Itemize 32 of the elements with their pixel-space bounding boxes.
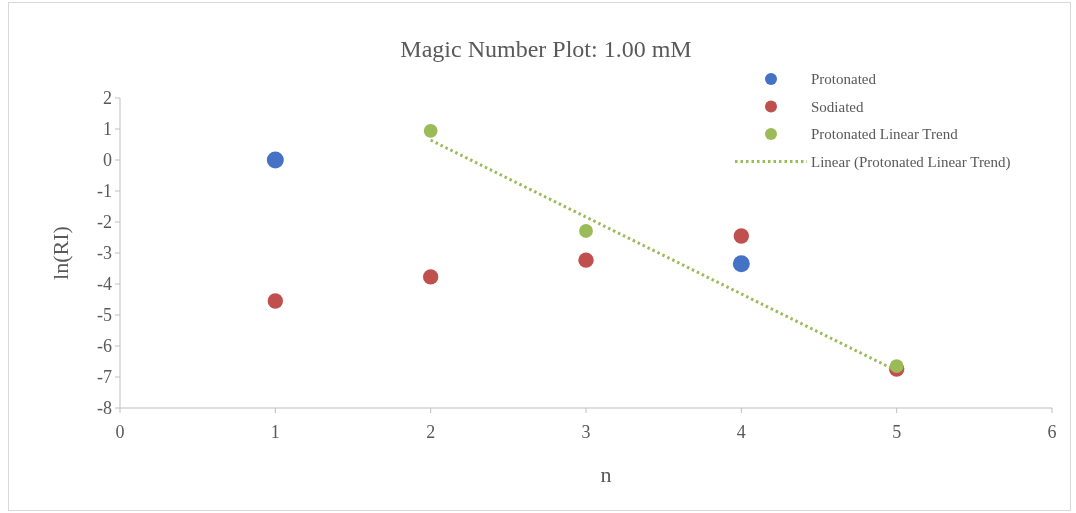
x-tick-label: 4 xyxy=(736,422,746,442)
x-tick-label: 1 xyxy=(270,422,280,442)
x-tick-label: 3 xyxy=(581,422,591,442)
point xyxy=(266,151,284,169)
point xyxy=(732,255,750,273)
y-tick-label: 0 xyxy=(103,150,112,170)
y-tick-label: 2 xyxy=(103,88,112,108)
point xyxy=(579,224,593,238)
x-tick-label: 2 xyxy=(426,422,436,442)
x-tick-label: 6 xyxy=(1047,422,1057,442)
point xyxy=(733,228,750,244)
y-tick-label: -8 xyxy=(97,398,112,418)
y-tick-label: -5 xyxy=(97,305,112,325)
y-axis-title: ln(RI) xyxy=(48,226,73,280)
legend-label: Linear (Protonated Linear Trend) xyxy=(811,153,1011,171)
y-tick-label: -6 xyxy=(97,336,112,356)
point xyxy=(578,252,594,268)
legend-label: Protonated Linear Trend xyxy=(811,126,959,142)
x-axis-title: n xyxy=(600,462,612,487)
point xyxy=(422,269,439,285)
legend-label: Sodiated xyxy=(811,98,864,115)
x-tick-label: 5 xyxy=(892,422,902,442)
y-tick-label: -3 xyxy=(97,243,112,263)
point xyxy=(267,293,284,309)
y-tick-label: -1 xyxy=(97,181,112,201)
y-tick-label: 1 xyxy=(103,119,112,139)
legend-label: Protonated xyxy=(811,71,877,87)
y-tick-label: -2 xyxy=(97,212,112,232)
point xyxy=(423,123,438,138)
y-tick-label: -7 xyxy=(97,367,112,387)
y-tick-label: -4 xyxy=(97,274,112,294)
chart-title: Magic Number Plot: 1.00 mM xyxy=(400,36,692,62)
